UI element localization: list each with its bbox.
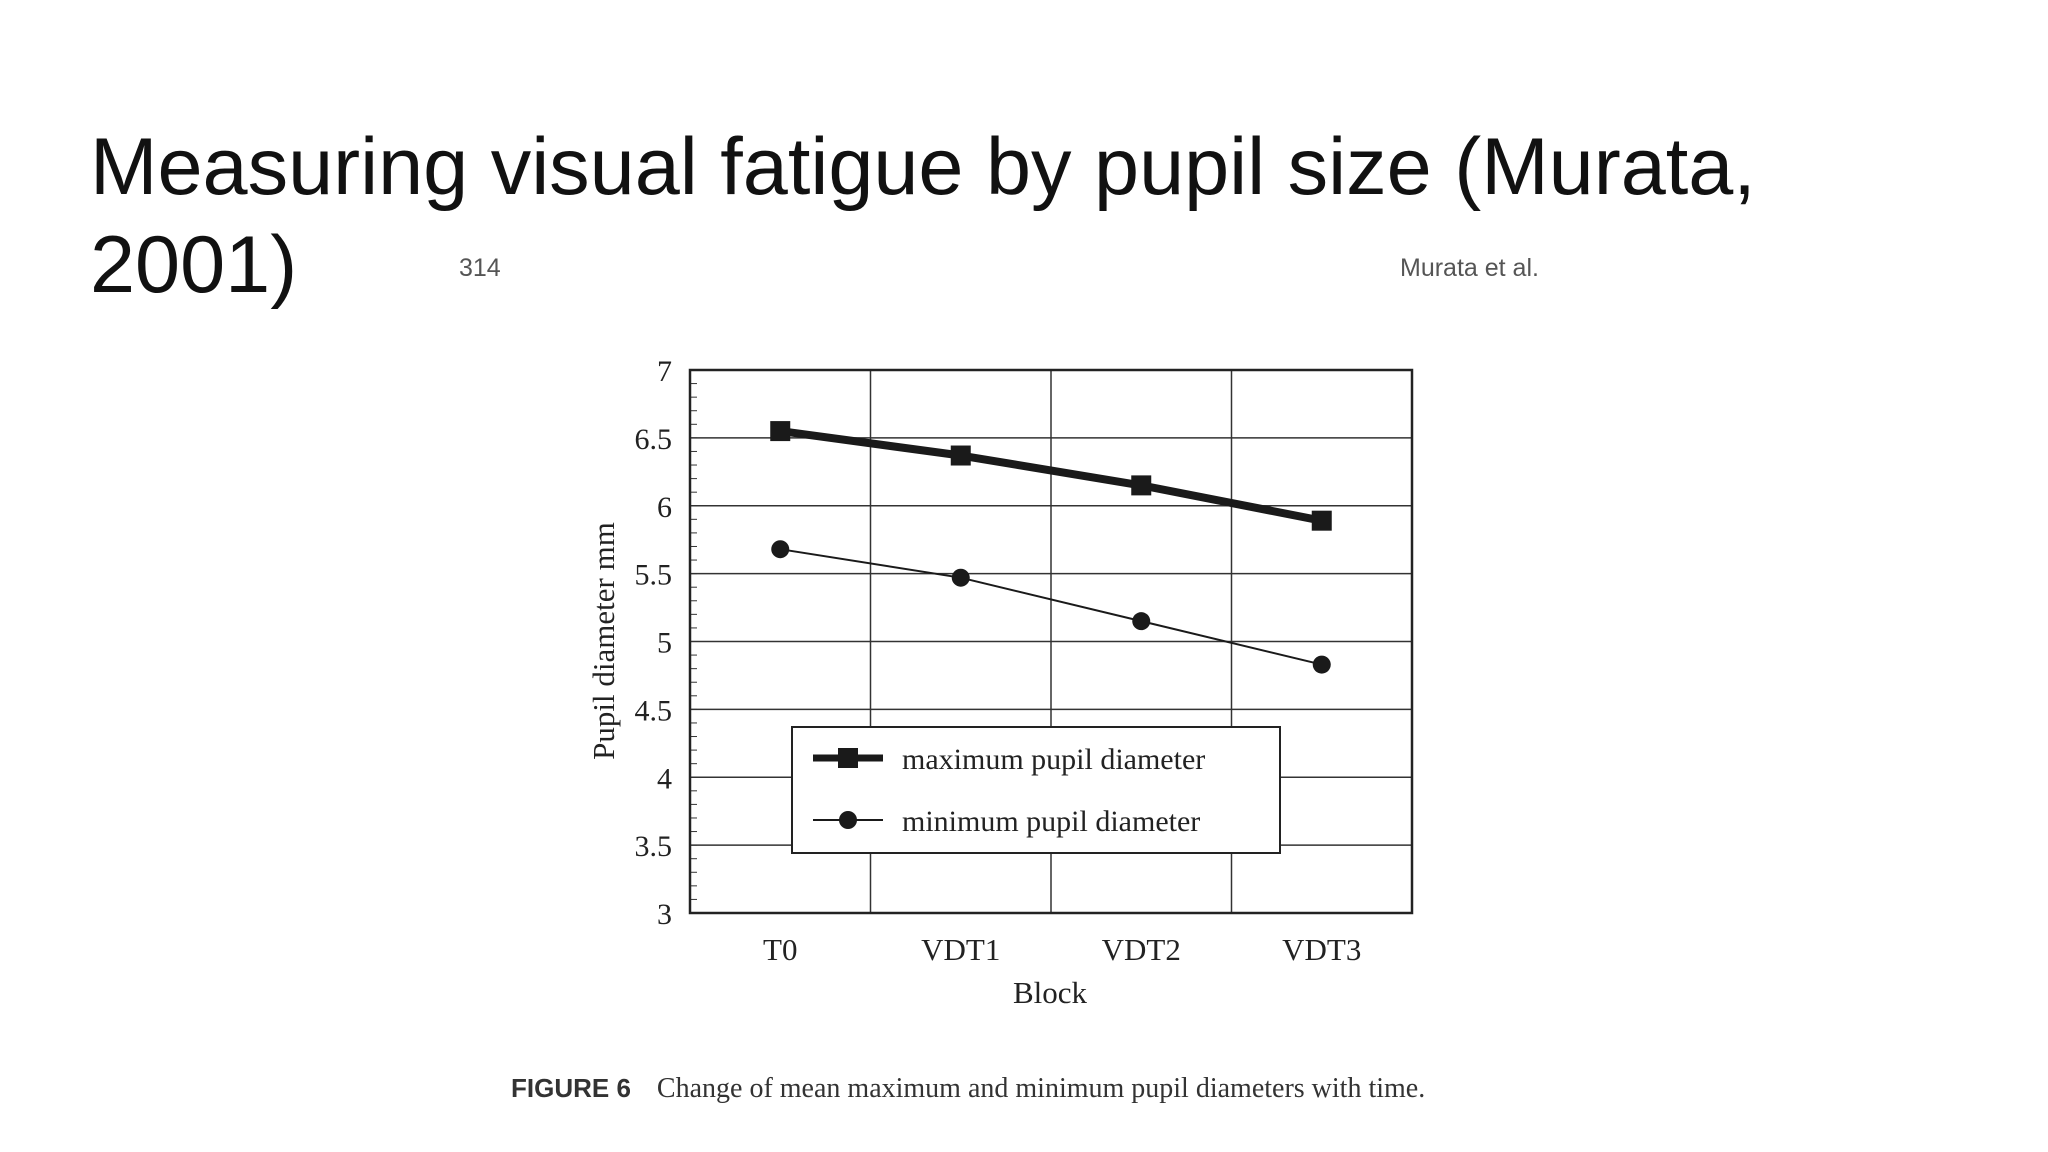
data-point-minimum	[771, 540, 790, 559]
y-tick-label: 5.5	[635, 559, 673, 592]
data-point-minimum	[1132, 612, 1151, 631]
plot-frame	[688, 368, 1414, 915]
y-tick-label: 5	[657, 627, 672, 660]
data-point-maximum	[770, 421, 791, 442]
data-point-maximum	[950, 445, 971, 466]
legend-min-marker	[839, 811, 857, 829]
caption-label: FIGURE 6	[511, 1073, 631, 1103]
running-head: Murata et al.	[1400, 254, 1539, 282]
series-line-maximum	[779, 427, 1323, 525]
slide-title: Measuring visual fatigue by pupil size (…	[90, 122, 1756, 310]
y-tick-label: 6	[657, 491, 672, 524]
series-line-minimum	[780, 548, 1322, 666]
legend-max-label: maximum pupil diameter	[902, 743, 1205, 776]
x-tick-label: VDT3	[1282, 932, 1361, 967]
caption-text: Change of mean maximum and minimum pupil…	[656, 1073, 1426, 1104]
y-axis-label: Pupil diameter mm	[586, 522, 621, 760]
x-tick-label: VDT2	[1102, 932, 1181, 967]
y-tick-label: 4.5	[635, 694, 673, 727]
legend-box	[791, 726, 1281, 854]
x-axis-label: Block	[1013, 975, 1088, 1010]
page-number: 314	[459, 254, 501, 282]
data-point-maximum	[1311, 510, 1332, 531]
x-tick-label: VDT1	[921, 932, 1000, 967]
data-point-minimum	[951, 568, 970, 587]
figure-caption: FIGURE 6 Change of mean maximum and minim…	[511, 1073, 1425, 1105]
legend-max-marker	[838, 748, 858, 768]
data-point-maximum	[1131, 475, 1152, 496]
y-tick-label: 3	[657, 898, 672, 931]
y-tick-label: 4	[657, 762, 672, 795]
y-tick-label: 7	[657, 355, 672, 388]
y-tick-label: 6.5	[635, 423, 673, 456]
x-tick-label: T0	[763, 932, 797, 967]
y-tick-label: 3.5	[635, 830, 673, 863]
data-point-minimum	[1312, 655, 1331, 674]
legend-min-label: minimum pupil diameter	[902, 805, 1200, 838]
legend: maximum pupil diameter minimum pupil dia…	[791, 726, 1281, 854]
